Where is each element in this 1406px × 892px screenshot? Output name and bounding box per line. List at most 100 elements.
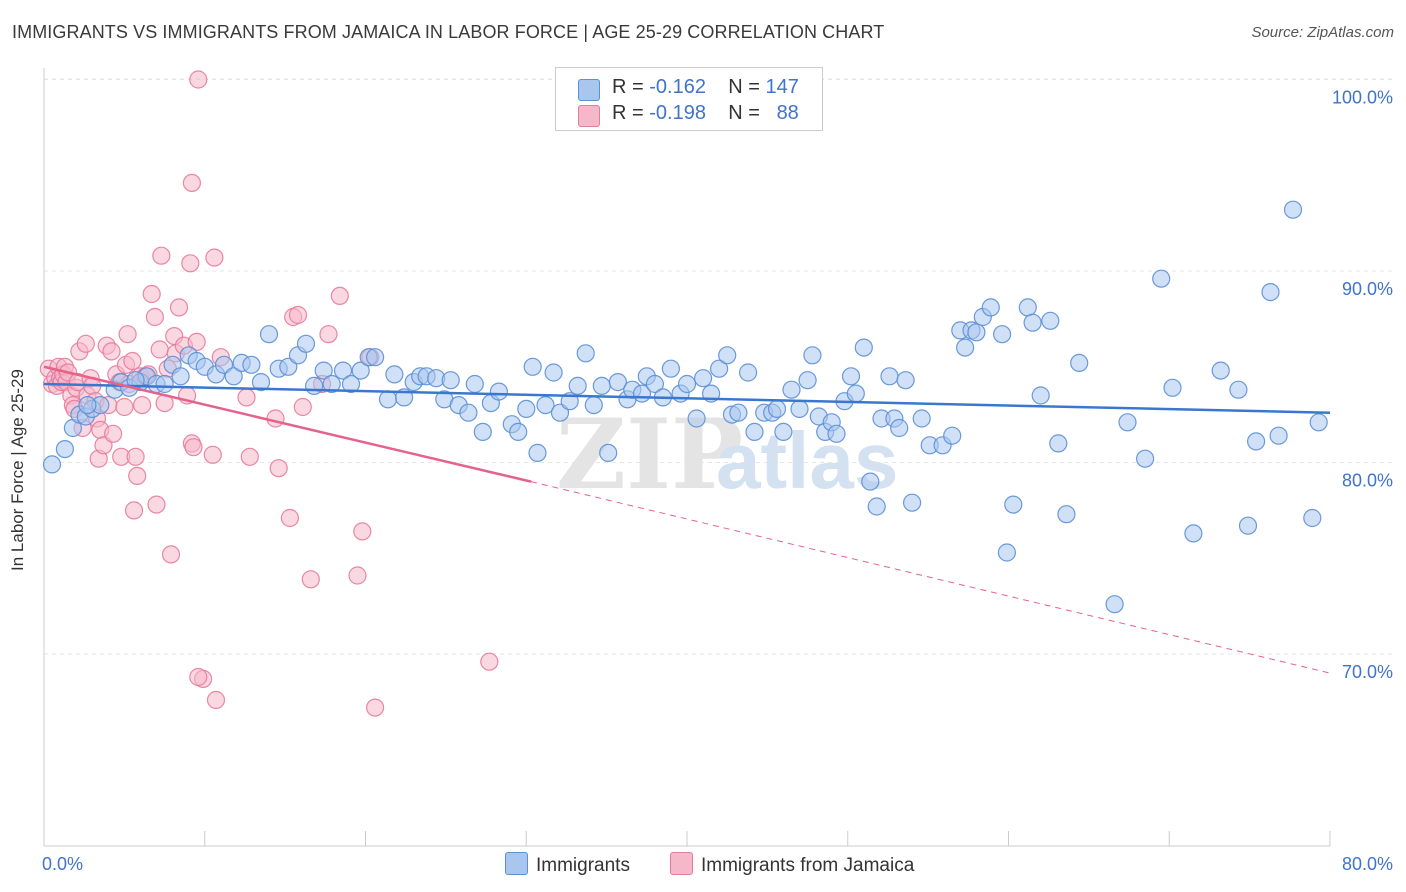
immigrants-point [955, 338, 975, 357]
jamaica-point [184, 438, 203, 457]
immigrants-point [880, 367, 899, 386]
stats-swatch-jamaica [578, 105, 600, 127]
legend-item-immigrants[interactable]: Immigrants [505, 852, 630, 877]
immigrants-point [341, 374, 361, 394]
immigrants-point [1283, 200, 1303, 219]
watermark-zip: ZIP [556, 398, 743, 511]
jamaica-point [288, 305, 308, 325]
immigrants-point [509, 422, 528, 441]
immigrants-point [378, 390, 398, 409]
jamaica-point [182, 173, 201, 192]
trend-line-jamaica-extension [530, 481, 1331, 674]
immigrants-point [528, 443, 547, 462]
immigrants-point [1269, 426, 1288, 445]
jamaica-point [133, 396, 152, 415]
jamaica-point [181, 254, 200, 273]
immigrants-point [774, 422, 793, 441]
immigrants-point [568, 376, 587, 395]
immigrants-point [259, 325, 279, 344]
immigrants-point [745, 422, 764, 441]
jamaica-point [123, 351, 142, 371]
stats-r-label: R = [612, 102, 644, 124]
immigrants-point [1229, 380, 1248, 399]
legend-item-jamaica[interactable]: Immigrants from Jamaica [670, 852, 914, 877]
jamaica-point [169, 298, 189, 317]
immigrants-point [608, 373, 628, 392]
immigrants-point [798, 371, 817, 390]
immigrants-point [693, 369, 713, 388]
immigrants-point [645, 374, 665, 394]
immigrants-point [790, 399, 809, 418]
trend-line-jamaica [43, 365, 532, 483]
jamaica-point [152, 246, 171, 265]
jamaica-point [240, 447, 259, 466]
immigrants-point [992, 325, 1012, 344]
immigrants-point [1163, 378, 1182, 397]
jamaica-point [301, 570, 320, 589]
immigrants-point [576, 344, 595, 363]
jamaica-point [280, 508, 299, 528]
immigrants-point [677, 374, 697, 394]
stats-n-value: 147 [765, 76, 799, 98]
y-tick-label: 70.0% [1342, 662, 1393, 682]
immigrants-point [465, 374, 484, 394]
immigrants-point [544, 363, 563, 382]
immigrants-point [155, 374, 174, 394]
immigrants-point [351, 361, 370, 380]
immigrants-point [1211, 361, 1230, 380]
source-label: Source: ZipAtlas.com [1251, 24, 1394, 41]
immigrants-point [1118, 413, 1137, 432]
immigrants-point [1057, 505, 1076, 524]
chart-title: IMMIGRANTS VS IMMIGRANTS FROM JAMAICA IN… [12, 22, 885, 42]
legend-swatch-jamaica [670, 852, 693, 875]
immigrants-point [536, 396, 555, 415]
stats-text-jamaica: R = -0.198 N = 88 [612, 102, 799, 125]
legend-swatch-immigrants [505, 852, 528, 875]
immigrants-point [489, 382, 508, 401]
immigrants-point [1135, 449, 1155, 468]
immigrants-point [322, 374, 341, 394]
immigrants-point [1105, 595, 1124, 614]
jamaica-point [269, 459, 288, 478]
immigrants-point [314, 361, 333, 380]
immigrants-point [1004, 495, 1023, 514]
immigrants-point [902, 493, 922, 512]
immigrants-point [967, 323, 986, 342]
y-tick-label: 100.0% [1332, 88, 1393, 108]
stats-text-immigrants: R = -0.162 N = 147 [612, 76, 799, 99]
stats-r-value: -0.198 [649, 102, 706, 124]
jamaica-point [366, 698, 385, 717]
jamaica-point [126, 447, 145, 466]
immigrants-point [943, 426, 962, 445]
watermark-atlas: atlas [716, 416, 898, 505]
immigrants-point [459, 403, 478, 422]
immigrants-point [729, 403, 748, 422]
jamaica-point [161, 545, 181, 564]
immigrants-point [366, 348, 385, 367]
jamaica-point [145, 307, 164, 327]
jamaica-point [319, 325, 338, 344]
immigrants-point [709, 359, 729, 378]
jamaica-point [480, 652, 499, 671]
immigrants-point [584, 396, 603, 415]
jamaica-point [147, 495, 166, 514]
jamaica-point [142, 284, 161, 304]
jamaica-point [293, 397, 312, 417]
immigrants-point [867, 497, 886, 516]
immigrants-point [1031, 386, 1050, 405]
jamaica-point [353, 522, 372, 541]
immigrants-point [1023, 313, 1042, 332]
legend-label-jamaica: Immigrants from Jamaica [701, 855, 915, 876]
immigrants-point [827, 424, 846, 443]
immigrants-point [171, 367, 190, 386]
stats-n-label: N = [728, 102, 760, 124]
jamaica-point [102, 342, 121, 361]
jamaica-point [205, 248, 224, 267]
stats-n-value: 88 [776, 102, 799, 124]
jamaica-point [150, 340, 169, 359]
immigrants-point [78, 396, 97, 415]
immigrants-point [1018, 298, 1037, 317]
jamaica-point [103, 424, 123, 443]
legend-label-immigrants: Immigrants [536, 855, 630, 876]
